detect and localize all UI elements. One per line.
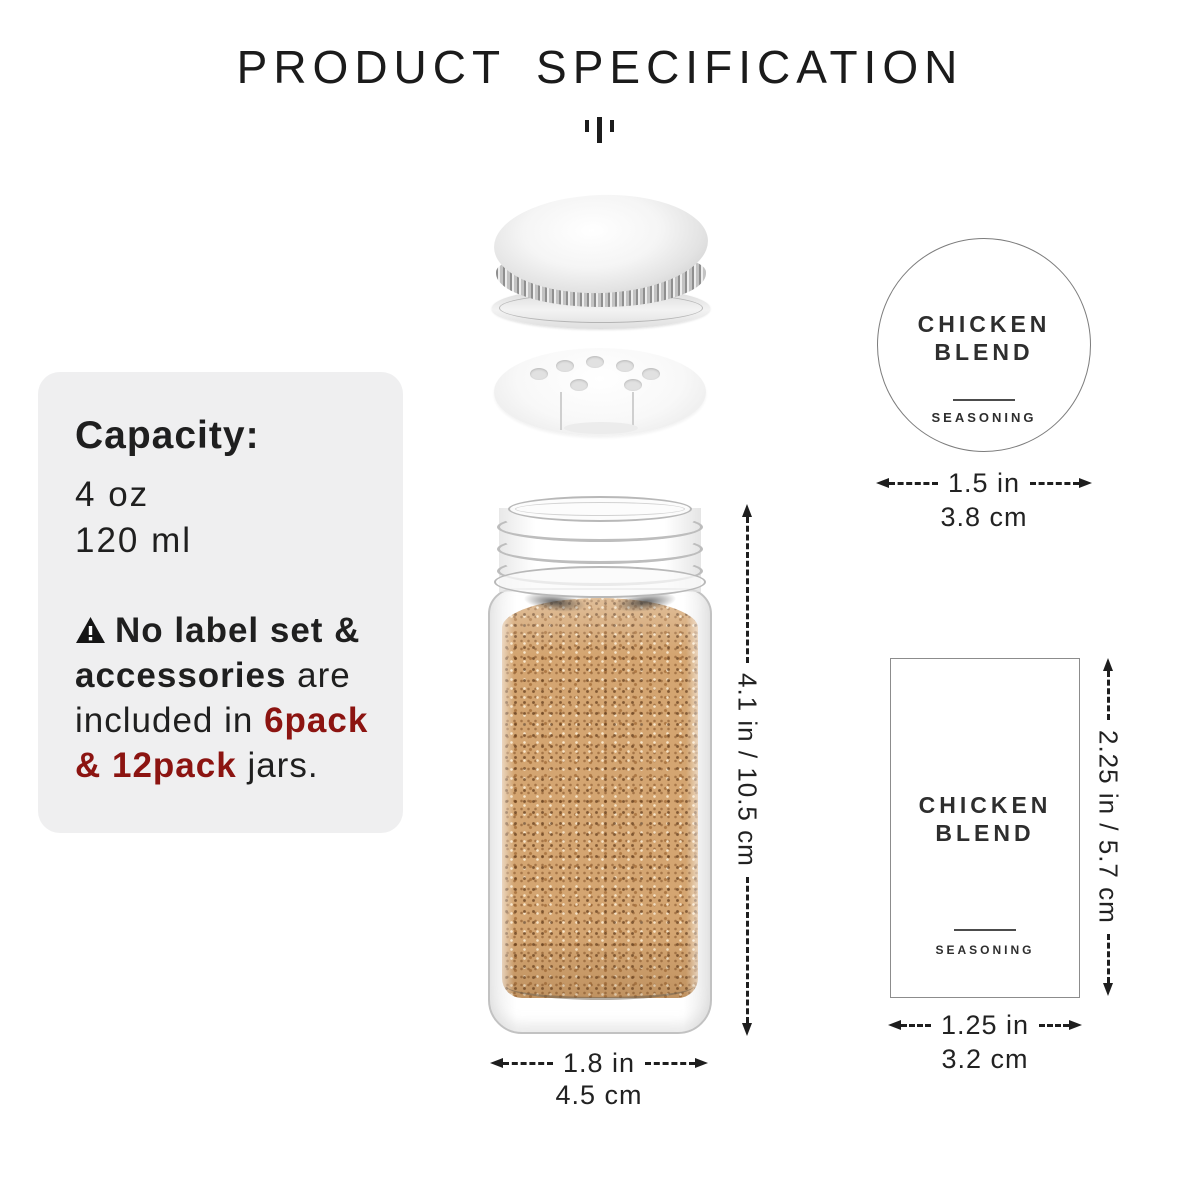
jar-width-value-cm: 4.5 cm (555, 1080, 643, 1110)
rect-label-width-dimension: 1.25 in (888, 1009, 1083, 1040)
arrow-up-icon (742, 504, 752, 517)
accent-bar (610, 120, 614, 132)
pour-flap (564, 422, 638, 434)
warning-line: & 12pack jars. (75, 743, 379, 788)
shaker-hole (616, 360, 634, 372)
warning-text-bold: No label set & (115, 611, 361, 650)
dash-line (503, 1061, 553, 1065)
arrow-down-icon (742, 1023, 752, 1037)
round-label-subtitle: SEASONING (931, 410, 1037, 425)
warning-note: No label set & accessories are included … (75, 608, 379, 788)
round-label-width-in: 1.5 in (947, 467, 1021, 498)
jar-neck-flange (494, 566, 706, 598)
dash-line (645, 1061, 695, 1065)
jar-width-dimension: 1.8 in (490, 1048, 708, 1078)
rect-label: CHICKEN BLEND SEASONING (890, 658, 1080, 998)
shaker-hole (586, 356, 604, 368)
warning-text: are (286, 656, 351, 695)
arrow-right-icon (1079, 478, 1092, 488)
jar-bottom-glass (506, 972, 694, 1000)
seasoning-fill (502, 598, 698, 998)
shaker-hole (530, 368, 548, 380)
round-label-title-line2: BLEND (934, 339, 1034, 365)
warning-icon (75, 616, 106, 644)
arrow-left-icon (490, 1058, 503, 1068)
rect-label-title-line1: CHICKEN (918, 792, 1052, 818)
page-title: PRODUCT SPECIFICATION (236, 41, 964, 93)
arrow-left-icon (876, 478, 889, 488)
shaker-hole (624, 379, 642, 391)
dash-line (1106, 671, 1110, 721)
round-label-width-cm: 3.8 cm (940, 502, 1028, 532)
capacity-heading: Capacity: (75, 414, 260, 457)
round-label: CHICKEN BLEND SEASONING (877, 238, 1091, 452)
arrow-left-icon (888, 1020, 901, 1030)
capacity-ml: 120 ml (75, 521, 193, 560)
title-accent-icon (585, 117, 617, 145)
capacity-oz: 4 oz (75, 475, 150, 514)
rect-label-divider (954, 929, 1016, 931)
warning-text: jars. (236, 746, 319, 785)
warning-text-red: 6pack (264, 701, 369, 740)
shaker-hole (570, 379, 588, 391)
shaker-hole (642, 368, 660, 380)
warning-line: accessories are (75, 653, 379, 698)
accent-bar (585, 120, 589, 132)
dash-line (1039, 1023, 1070, 1027)
shaker-insert-image (494, 348, 706, 436)
pour-flap-slit (560, 392, 562, 430)
arrow-down-icon (1103, 983, 1113, 997)
accent-bar (597, 117, 602, 143)
warning-text: included in (75, 701, 265, 740)
jar-width-value-in: 1.8 in (562, 1047, 636, 1078)
pour-flap-slit (632, 392, 634, 430)
dash-line (1030, 481, 1079, 485)
dash-line (901, 1023, 931, 1027)
round-label-divider (953, 399, 1015, 401)
jar-height-value: 4.1 in / 10.5 cm (732, 673, 763, 867)
dash-line (889, 481, 938, 485)
round-label-title-line1: CHICKEN (917, 311, 1051, 337)
warning-line: included in 6pack (75, 698, 379, 743)
arrow-up-icon (1103, 658, 1113, 671)
dash-line (745, 517, 749, 664)
jar-metal-cap-image (492, 191, 710, 330)
rect-label-subtitle: SEASONING (935, 943, 1035, 957)
dash-line (745, 876, 749, 1024)
warning-text-bold: accessories (75, 656, 287, 695)
rect-label-title-line2: BLEND (935, 820, 1035, 846)
capacity-info-box: Capacity: 4 oz 120 ml No label set & acc… (38, 372, 403, 833)
rect-label-width-cm: 3.2 cm (941, 1044, 1029, 1074)
rect-label-width-in: 1.25 in (940, 1009, 1030, 1040)
round-label-width-dimension: 1.5 in (876, 468, 1092, 498)
warning-line: No label set & (75, 608, 379, 653)
warning-text-red: & 12pack (75, 746, 237, 785)
rect-label-height-value: 2.25 in / 5.7 cm (1093, 730, 1124, 924)
arrow-right-icon (1069, 1020, 1083, 1030)
dash-line (1106, 933, 1110, 984)
shaker-hole (556, 360, 574, 372)
jar-height-dimension: 4.1 in / 10.5 cm (733, 504, 763, 1037)
rect-label-height-dimension: 2.25 in / 5.7 cm (1094, 658, 1124, 997)
arrow-right-icon (695, 1058, 708, 1068)
jar-mouth (508, 496, 692, 522)
